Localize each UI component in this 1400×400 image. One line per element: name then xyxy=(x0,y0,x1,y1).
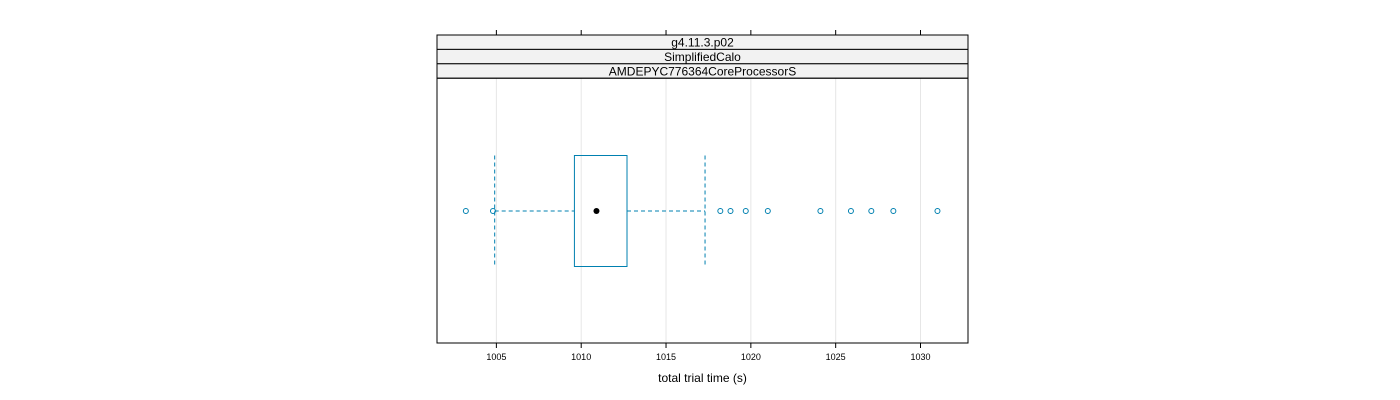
x-tick-label: 1030 xyxy=(910,352,930,362)
iqr-box xyxy=(573,155,628,267)
outlier-point xyxy=(868,208,875,214)
outlier-points xyxy=(462,208,941,214)
strip-label: AMDEPYC776364CoreProcessorS xyxy=(609,64,796,78)
outlier-point xyxy=(890,208,897,214)
panel-frame xyxy=(436,77,969,344)
box-and-whiskers xyxy=(494,155,706,267)
x-tick-label: 1020 xyxy=(741,352,761,362)
x-tick-label: 1015 xyxy=(656,352,676,362)
outlier-point xyxy=(462,208,469,214)
panel-border xyxy=(436,77,969,344)
outlier-point xyxy=(764,208,771,214)
outlier-point xyxy=(934,208,941,214)
outlier-point xyxy=(727,208,734,214)
outlier-point xyxy=(489,208,496,214)
grid-lines xyxy=(495,78,921,343)
x-axis-title: total trial time (s) xyxy=(658,371,747,385)
median-dot xyxy=(593,208,600,214)
x-axis-ticks: 1005 1010 1015 1020 1025 1030 xyxy=(486,30,931,362)
strip-label: SimplifiedCalo xyxy=(664,50,741,64)
outlier-point xyxy=(742,208,749,214)
strip-label: g4.11.3.p02 xyxy=(671,36,734,50)
outlier-point xyxy=(847,208,854,214)
x-tick-label: 1005 xyxy=(486,352,506,362)
x-tick-label: 1010 xyxy=(571,352,591,362)
outlier-point xyxy=(817,208,824,214)
x-tick-label: 1025 xyxy=(826,352,846,362)
strip-headers: g4.11.3.p02SimplifiedCaloAMDEPYC776364Co… xyxy=(436,34,969,79)
outlier-point xyxy=(717,208,724,214)
